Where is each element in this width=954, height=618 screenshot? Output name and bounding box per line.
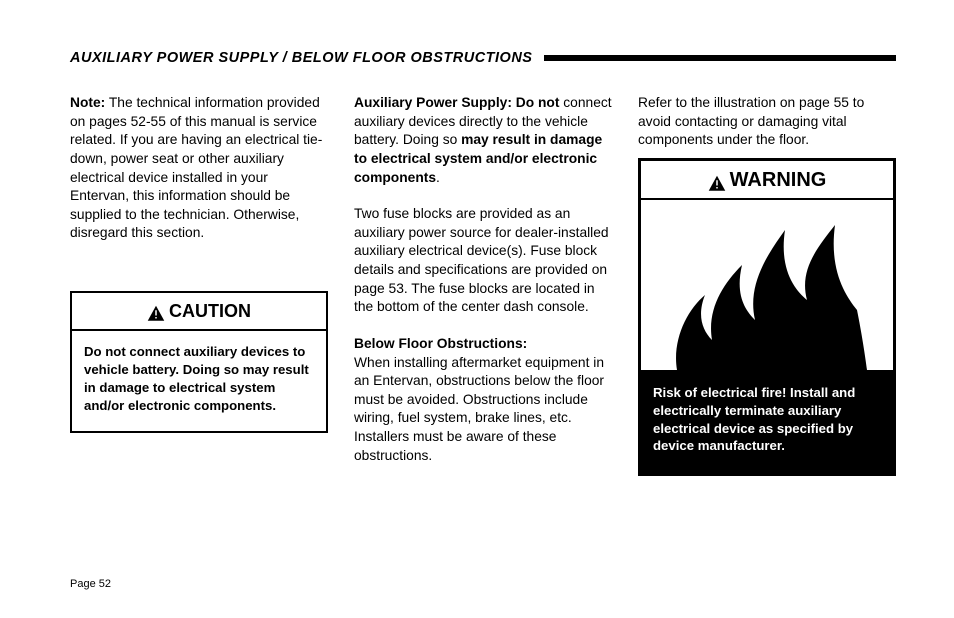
caution-title: CAUTION xyxy=(169,299,251,323)
fuse-paragraph: Two fuse blocks are provided as an auxil… xyxy=(354,205,612,317)
column-2: Auxiliary Power Supply: Do not connect a… xyxy=(354,94,612,476)
below-floor-text: When installing aftermarket equipment in… xyxy=(354,355,604,463)
column-3: Refer to the illustration on page 55 to … xyxy=(638,94,896,476)
refer-paragraph: Refer to the illustration on page 55 to … xyxy=(638,94,896,150)
header-rule xyxy=(544,55,896,61)
aux-period: . xyxy=(436,170,440,185)
aux-lead: Auxiliary Power Supply: Do not xyxy=(354,95,559,110)
warning-body: Risk of electrical fire! Install and ele… xyxy=(641,372,893,473)
warning-box: WARNING Risk of electrical fire! Install… xyxy=(638,158,896,476)
caution-header: CAUTION xyxy=(72,293,326,331)
fire-icon xyxy=(641,198,893,372)
section-title: AUXILIARY POWER SUPPLY / BELOW FLOOR OBS… xyxy=(70,50,532,66)
warning-title: WARNING xyxy=(730,167,827,194)
note-text: The technical information provided on pa… xyxy=(70,95,322,240)
below-floor-heading: Below Floor Obstructions: xyxy=(354,336,527,351)
caution-body: Do not connect auxiliary devices to vehi… xyxy=(72,331,326,430)
aux-power-paragraph: Auxiliary Power Supply: Do not connect a… xyxy=(354,94,612,187)
note-paragraph: Note: The technical information provided… xyxy=(70,94,328,243)
warning-triangle-icon xyxy=(708,172,726,188)
page-number: Page 52 xyxy=(70,578,111,590)
section-header: AUXILIARY POWER SUPPLY / BELOW FLOOR OBS… xyxy=(70,50,896,66)
columns: Note: The technical information provided… xyxy=(70,94,896,476)
caution-box: CAUTION Do not connect auxiliary devices… xyxy=(70,291,328,433)
manual-page: AUXILIARY POWER SUPPLY / BELOW FLOOR OBS… xyxy=(0,0,954,618)
below-floor-paragraph: Below Floor Obstructions: When installin… xyxy=(354,335,612,465)
note-label: Note: xyxy=(70,95,105,110)
warning-triangle-icon xyxy=(147,303,165,319)
column-1: Note: The technical information provided… xyxy=(70,94,328,476)
warning-header: WARNING xyxy=(641,161,893,198)
